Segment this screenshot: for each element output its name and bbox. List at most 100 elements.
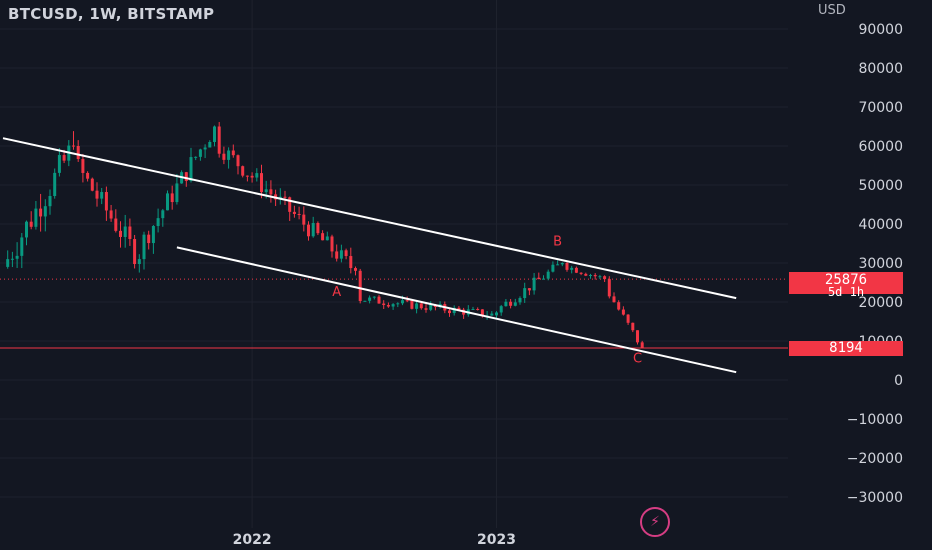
- candle[interactable]: [330, 234, 334, 258]
- candle[interactable]: [311, 216, 315, 238]
- lightning-bolt-icon[interactable]: ⚡︎: [640, 507, 670, 537]
- candle[interactable]: [151, 225, 155, 254]
- candle[interactable]: [86, 171, 90, 182]
- price-axis[interactable]: 90000 80000 70000 60000 50000 40000 30000 20000…: [847, 22, 903, 506]
- candle[interactable]: [335, 244, 339, 262]
- candle[interactable]: [142, 231, 146, 270]
- candle[interactable]: [133, 234, 137, 269]
- candle[interactable]: [452, 305, 456, 316]
- candle[interactable]: [593, 273, 597, 280]
- candle[interactable]: [372, 296, 376, 300]
- candle[interactable]: [222, 146, 226, 165]
- candle[interactable]: [476, 307, 480, 311]
- candle[interactable]: [147, 230, 151, 250]
- candle[interactable]: [626, 314, 630, 325]
- candle[interactable]: [325, 231, 329, 241]
- candle[interactable]: [339, 244, 343, 263]
- candle[interactable]: [419, 301, 423, 310]
- candle[interactable]: [621, 306, 625, 316]
- candle[interactable]: [527, 288, 531, 296]
- candle[interactable]: [15, 242, 19, 268]
- candle[interactable]: [532, 272, 536, 295]
- trend-lines[interactable]: [2, 137, 737, 374]
- candle[interactable]: [617, 300, 621, 311]
- time-axis[interactable]: 2022 2023: [233, 532, 516, 548]
- candle[interactable]: [20, 233, 24, 269]
- candle[interactable]: [344, 248, 348, 260]
- candle[interactable]: [269, 180, 273, 203]
- candle[interactable]: [114, 209, 118, 233]
- candle[interactable]: [537, 272, 541, 280]
- candle[interactable]: [175, 173, 179, 205]
- candle[interactable]: [307, 221, 310, 241]
- candle[interactable]: [292, 205, 296, 218]
- candle[interactable]: [250, 172, 254, 183]
- candle[interactable]: [640, 340, 644, 349]
- candle[interactable]: [53, 168, 57, 199]
- candle[interactable]: [448, 308, 451, 317]
- candle[interactable]: [76, 140, 80, 162]
- candle[interactable]: [245, 175, 249, 182]
- candle[interactable]: [584, 272, 588, 277]
- candle[interactable]: [523, 282, 527, 303]
- candle[interactable]: [466, 305, 470, 317]
- candle[interactable]: [368, 295, 372, 304]
- candle[interactable]: [109, 204, 113, 222]
- candle[interactable]: [203, 144, 207, 159]
- candle[interactable]: [377, 294, 381, 304]
- candle[interactable]: [213, 125, 216, 147]
- candle[interactable]: [603, 275, 607, 283]
- candle[interactable]: [95, 182, 99, 207]
- candle[interactable]: [509, 299, 513, 309]
- candle[interactable]: [6, 250, 10, 269]
- candle[interactable]: [504, 298, 508, 307]
- candle[interactable]: [316, 221, 320, 236]
- candle[interactable]: [612, 292, 616, 303]
- candle[interactable]: [260, 164, 263, 199]
- candle[interactable]: [574, 266, 578, 274]
- candle[interactable]: [297, 206, 301, 220]
- candle[interactable]: [551, 261, 555, 273]
- candle[interactable]: [119, 221, 122, 248]
- candle[interactable]: [396, 302, 400, 308]
- candle[interactable]: [570, 265, 574, 274]
- candle[interactable]: [321, 230, 325, 241]
- candle[interactable]: [227, 147, 231, 169]
- candle[interactable]: [490, 311, 494, 316]
- candle[interactable]: [283, 190, 287, 206]
- candle[interactable]: [90, 177, 94, 192]
- candle[interactable]: [542, 275, 545, 280]
- candle[interactable]: [518, 296, 522, 305]
- candle[interactable]: [81, 153, 85, 183]
- candle[interactable]: [72, 131, 75, 150]
- candle[interactable]: [137, 254, 141, 273]
- candle[interactable]: [560, 262, 564, 267]
- candle[interactable]: [217, 122, 221, 158]
- candle[interactable]: [43, 199, 47, 232]
- candle[interactable]: [471, 306, 475, 310]
- lower-channel-trendline[interactable]: [176, 246, 737, 374]
- candle[interactable]: [255, 168, 259, 182]
- candle[interactable]: [415, 300, 419, 314]
- candle[interactable]: [607, 276, 611, 299]
- candle[interactable]: [391, 303, 395, 310]
- candle[interactable]: [302, 206, 306, 232]
- candle[interactable]: [241, 165, 245, 178]
- candle[interactable]: [10, 251, 14, 268]
- candle[interactable]: [579, 272, 583, 276]
- candle[interactable]: [34, 200, 38, 230]
- candle[interactable]: [565, 262, 569, 272]
- candle[interactable]: [410, 299, 414, 310]
- candle[interactable]: [100, 187, 104, 205]
- candle[interactable]: [166, 190, 169, 211]
- candle[interactable]: [499, 304, 503, 316]
- candle[interactable]: [184, 171, 188, 187]
- candle[interactable]: [128, 218, 132, 246]
- candle[interactable]: [39, 193, 43, 232]
- candle[interactable]: [363, 300, 367, 302]
- candle[interactable]: [236, 154, 240, 175]
- candle[interactable]: [156, 208, 160, 233]
- candle[interactable]: [161, 208, 165, 227]
- upper-channel-trendline[interactable]: [2, 137, 737, 300]
- candle[interactable]: [598, 274, 602, 280]
